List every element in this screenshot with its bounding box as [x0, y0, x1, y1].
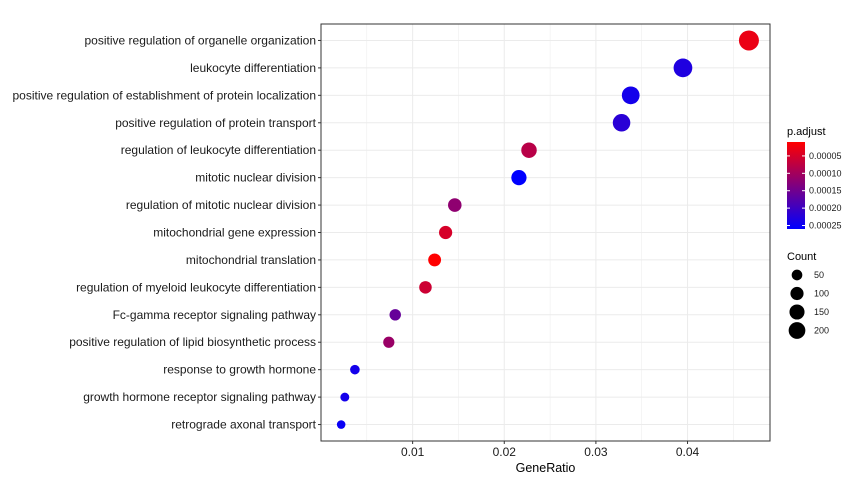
color-legend-label: 0.00025	[809, 221, 842, 231]
grid-lines	[321, 24, 770, 441]
x-tick-label: 0.02	[493, 445, 517, 459]
data-point	[340, 392, 350, 402]
data-point	[621, 86, 640, 105]
count-legend-dot	[789, 304, 805, 320]
color-legend-label: 0.00005	[809, 151, 842, 161]
y-tick-label: positive regulation of lipid biosyntheti…	[69, 335, 316, 349]
y-tick-label: leukocyte differentiation	[190, 61, 316, 75]
y-tick-label: positive regulation of establishment of …	[12, 88, 316, 102]
y-tick-label: response to growth hormone	[163, 363, 316, 377]
data-point	[428, 253, 442, 267]
y-tick-label: growth hormone receptor signaling pathwa…	[83, 390, 316, 404]
data-point	[389, 309, 401, 321]
color-legend-label: 0.00020	[809, 203, 842, 213]
count-legend-label: 100	[814, 289, 829, 299]
y-axis-ticks: positive regulation of organelle organiz…	[12, 33, 321, 432]
p-adjust-legend-ticks: 0.00005 0.00010 0.00015 0.00020 0.00025	[787, 151, 842, 231]
data-points	[336, 30, 759, 429]
count-legend-label: 150	[814, 307, 829, 317]
count-legend-dot	[788, 322, 806, 339]
y-tick-label: positive regulation of organelle organiz…	[85, 33, 317, 47]
x-axis-title: GeneRatio	[516, 461, 576, 475]
count-legend-label: 50	[814, 270, 824, 280]
data-point	[511, 170, 527, 186]
count-legend-dot	[791, 269, 803, 281]
x-tick-label: 0.03	[584, 445, 608, 459]
x-tick-label: 0.01	[401, 445, 425, 459]
data-point	[738, 30, 759, 51]
data-point	[673, 58, 693, 78]
y-tick-label: Fc-gamma receptor signaling pathway	[113, 308, 316, 322]
data-point	[521, 142, 537, 158]
count-legend-label: 200	[814, 326, 829, 336]
count-legend: Count 50 100 150 200	[787, 251, 829, 339]
count-legend-dot	[790, 286, 804, 301]
y-tick-label: regulation of leukocyte differentiation	[121, 143, 316, 157]
count-legend-title: Count	[787, 251, 816, 263]
y-tick-label: mitochondrial gene expression	[153, 226, 316, 240]
data-point	[336, 420, 346, 429]
y-tick-label: mitotic nuclear division	[195, 171, 316, 185]
x-tick-label: 0.04	[676, 445, 700, 459]
data-point	[612, 113, 631, 132]
data-point	[350, 364, 360, 375]
color-legend-label: 0.00010	[809, 168, 842, 178]
y-tick-label: mitochondrial translation	[186, 253, 316, 267]
data-point	[448, 198, 462, 212]
data-point	[439, 225, 453, 240]
y-tick-label: regulation of myeloid leukocyte differen…	[76, 280, 316, 294]
data-point	[383, 336, 395, 348]
color-legend-label: 0.00015	[809, 186, 842, 196]
y-tick-label: retrograde axonal transport	[171, 418, 316, 432]
p-adjust-color-bar	[787, 142, 805, 229]
y-tick-label: positive regulation of protein transport	[115, 116, 316, 130]
p-adjust-legend-title: p.adjust	[787, 126, 826, 138]
count-legend-items: 50 100 150 200	[788, 269, 829, 339]
p-adjust-legend: p.adjust 0.000050.000100.000150.000200.0…	[787, 126, 842, 231]
data-point	[419, 281, 432, 294]
y-tick-label: regulation of mitotic nuclear division	[126, 198, 316, 212]
x-axis-ticks: 0.01 0.02 0.03 0.04	[401, 441, 700, 459]
